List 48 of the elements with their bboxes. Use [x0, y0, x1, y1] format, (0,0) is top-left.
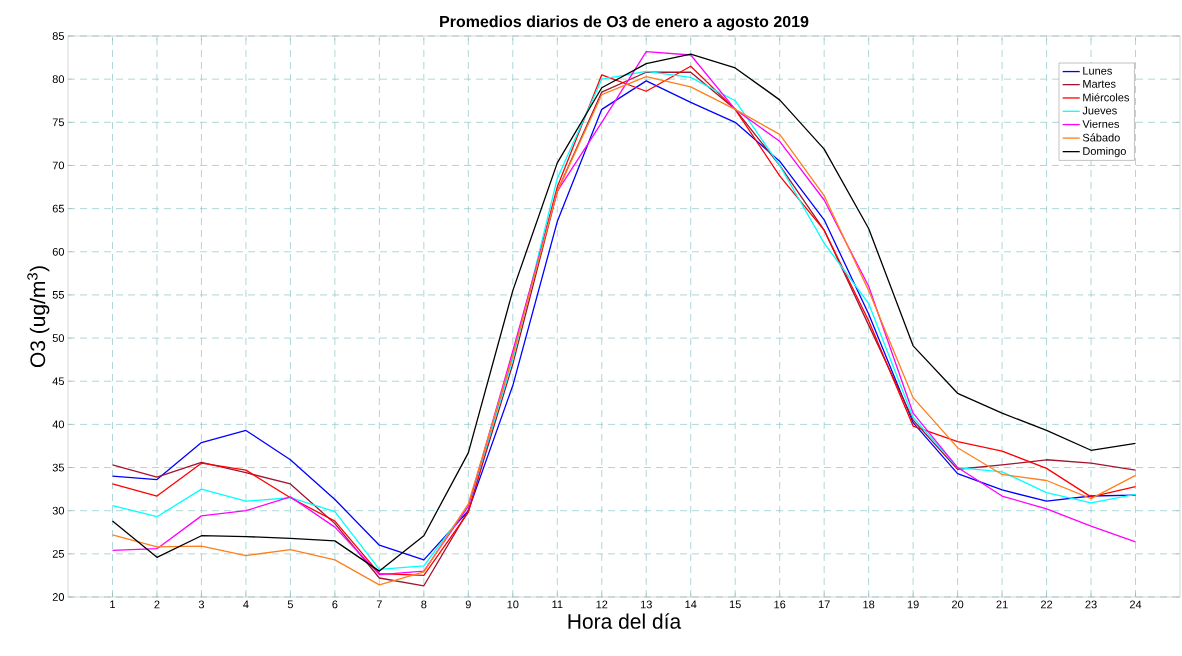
x-tick-label: 3: [198, 600, 205, 609]
y-tick-label: 30: [52, 506, 65, 515]
x-tick-label: 21: [996, 600, 1008, 609]
y-tick-label: 85: [52, 32, 64, 40]
x-tick-label: 1: [110, 600, 116, 609]
legend-label: Martes: [1083, 80, 1116, 88]
y-tick-label: 75: [52, 118, 64, 127]
y-tick-label: 40: [52, 420, 65, 429]
x-tick-label: 11: [552, 600, 563, 609]
y-tick-label: 60: [52, 247, 65, 256]
x-tick-label: 14: [685, 600, 697, 609]
y-axis-title: O3 (ug/m$^{3}$): [27, 266, 50, 368]
x-tick-label: 16: [774, 600, 786, 609]
x-tick-label: 24: [1129, 600, 1142, 609]
x-tick-label: 13: [640, 600, 652, 609]
x-tick-label: 5: [287, 600, 293, 609]
x-tick-label: 20: [952, 600, 964, 609]
x-tick-label: 6: [332, 600, 338, 609]
x-tick-label: 19: [907, 600, 919, 609]
y-tick-label: 55: [52, 291, 64, 299]
x-tick-label: 9: [465, 600, 471, 609]
x-tick-label: 23: [1085, 600, 1097, 609]
x-tick-label: 17: [818, 600, 830, 609]
y-tick-label: 35: [52, 463, 64, 472]
x-tick-label: 2: [154, 600, 160, 609]
x-tick-label: 15: [729, 600, 741, 609]
legend-label: Sábado: [1082, 133, 1120, 142]
y-tick-label: 65: [52, 204, 64, 213]
legend-label: Lunes: [1083, 67, 1112, 75]
y-tick-label: 20: [52, 593, 65, 601]
x-tick-label: 10: [507, 600, 519, 609]
x-tick-label: 8: [421, 600, 427, 609]
legend-label: Jueves: [1082, 106, 1117, 115]
y-tick-label: 45: [52, 377, 64, 386]
legend-label: Viernes: [1082, 119, 1120, 128]
x-tick-label: 22: [1040, 600, 1053, 609]
x-tick-label: 18: [863, 600, 875, 609]
x-tick-label: 7: [376, 600, 382, 609]
chart-title: Promedios diarios de O3 de enero a agosto 2019: [440, 15, 809, 31]
x-tick-label: 12: [596, 600, 608, 609]
y-tick-label: 70: [52, 161, 65, 170]
x-axis-title: Hora del día: [568, 613, 682, 629]
legend-label: Miércoles: [1083, 93, 1130, 102]
y-tick-label: 50: [52, 334, 65, 342]
legend-label: Domingo: [1083, 146, 1126, 158]
x-tick-label: 4: [243, 600, 249, 609]
y-tick-label: 25: [52, 549, 64, 558]
y-tick-label: 80: [52, 75, 65, 84]
